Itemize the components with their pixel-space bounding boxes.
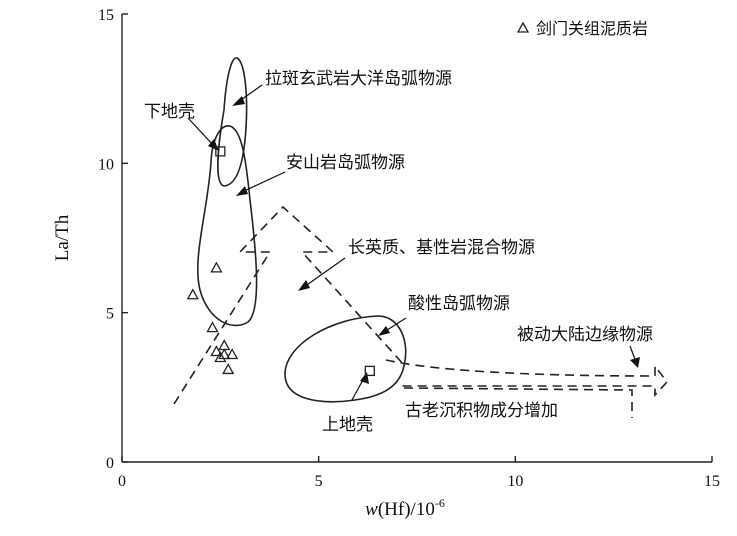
label-lower-crust: 下地壳 xyxy=(144,102,195,122)
data-point-triangle xyxy=(222,363,235,375)
label-old-sediment: 古老沉积物成分增加 xyxy=(405,401,558,421)
data-point-triangle xyxy=(210,261,223,273)
pointer-mixed xyxy=(303,257,346,288)
legend: 剑门关组泥质岩 xyxy=(516,19,648,38)
trend-arrows xyxy=(173,205,669,418)
axes xyxy=(121,14,712,463)
pointer-passive-margin-head xyxy=(630,357,640,368)
pointer-mixed-head xyxy=(298,280,310,291)
label-mixed-source: 长英质、基性岩混合物源 xyxy=(348,238,535,258)
x-tick-label: 5 xyxy=(315,473,323,490)
data-point-triangle xyxy=(186,288,199,300)
y-tick-label: 5 xyxy=(106,306,114,323)
pointer-lower-crust xyxy=(187,117,215,147)
trend-old-sediment xyxy=(385,359,669,398)
x-axis-title-italic: w xyxy=(365,499,378,520)
legend-triangle-icon xyxy=(516,21,530,33)
data-markers xyxy=(186,261,239,375)
legend-label: 剑门关组泥质岩 xyxy=(536,19,648,38)
field-tholeiitic-oceanic-arc xyxy=(217,57,248,187)
field-andesitic-arc xyxy=(197,125,258,327)
y-tick-label: 15 xyxy=(98,7,114,24)
pointer-tholeiitic-head xyxy=(232,96,245,106)
source-fields xyxy=(197,57,407,403)
x-ticks: 0 5 10 15 xyxy=(118,456,720,490)
x-axis-title-sup: -6 xyxy=(435,496,445,510)
y-tick-label: 0 xyxy=(106,455,114,472)
label-passive-margin: 被动大陆边缘物源 xyxy=(517,325,653,345)
reference-markers xyxy=(215,146,375,377)
data-point-triangle xyxy=(206,321,219,333)
label-felsic-arc: 酸性岛弧物源 xyxy=(408,294,510,314)
x-tick-label: 0 xyxy=(118,473,126,490)
data-point-triangle xyxy=(214,351,227,363)
y-tick-label: 10 xyxy=(98,156,114,173)
x-tick-label: 15 xyxy=(704,473,720,490)
label-upper-crust: 上地壳 xyxy=(322,415,373,435)
data-point-triangle xyxy=(226,348,239,360)
y-ticks: 0 5 10 15 xyxy=(98,7,128,472)
data-point-triangle xyxy=(210,345,223,357)
x-axis-title: w(Hf)/10-6 xyxy=(365,496,445,520)
data-point-triangle xyxy=(218,348,231,360)
field-felsic-arc xyxy=(284,315,407,403)
reference-point-square xyxy=(215,146,226,157)
pointer-felsic-head xyxy=(378,326,390,336)
x-axis-title-rest: (Hf)/10 xyxy=(378,499,435,520)
label-pointers xyxy=(187,84,640,401)
trend-passive-margin-tail xyxy=(403,387,633,418)
annotations: 拉斑玄武岩大洋岛弧物源 下地壳 安山岩岛弧物源 长英质、基性岩混合物源 酸性岛弧… xyxy=(144,69,653,435)
pointer-andesitic-head xyxy=(236,186,248,196)
label-tholeiitic-oceanic-arc: 拉斑玄武岩大洋岛弧物源 xyxy=(265,69,452,89)
reference-point-square xyxy=(364,365,375,377)
y-axis-title: La/Th xyxy=(52,214,73,261)
pointer-andesitic xyxy=(241,171,286,193)
label-andesitic-arc: 安山岩岛弧物源 xyxy=(286,153,405,173)
x-tick-label: 10 xyxy=(507,473,523,490)
trend-mixed-source xyxy=(173,205,405,405)
